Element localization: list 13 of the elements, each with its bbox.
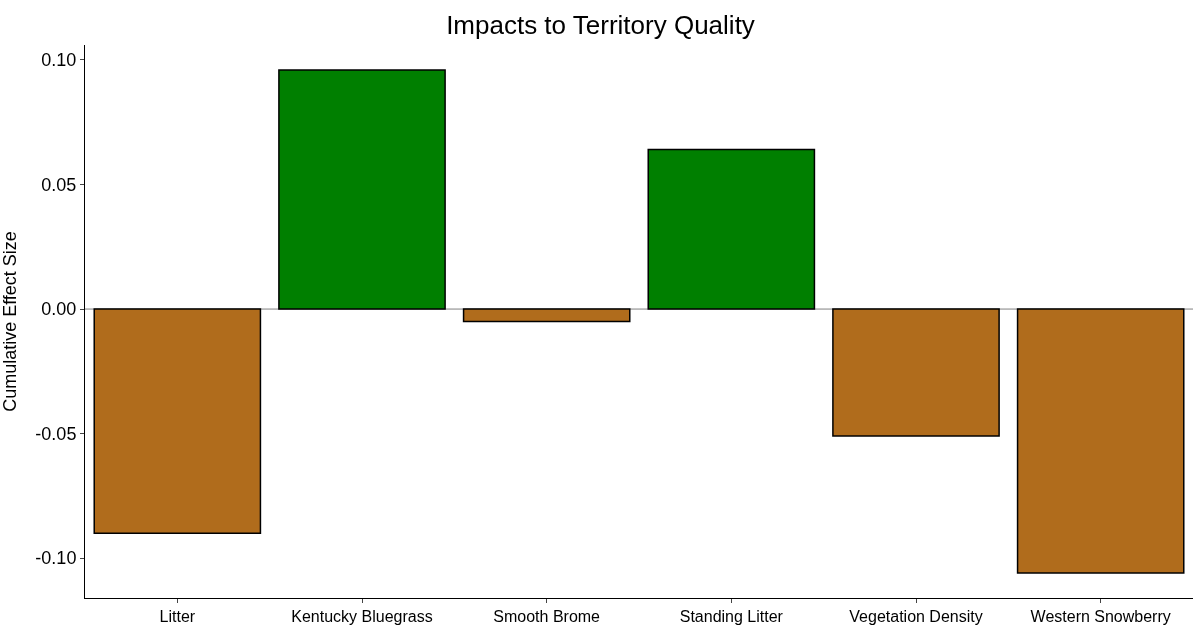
x-tick-label: Litter — [159, 608, 196, 626]
y-tick-label: -0.05 — [35, 423, 77, 444]
x-tick-label: Vegetation Density — [849, 608, 983, 626]
chart-title: Impacts to Territory Quality — [446, 10, 755, 41]
y-tick-label: 0.10 — [41, 50, 77, 71]
x-tick-label: Standing Litter — [679, 608, 784, 626]
x-tick-label: Western Snowberry — [1030, 608, 1171, 626]
x-tick-label: Kentucky Bluegrass — [291, 608, 433, 626]
y-axis-title: Cumulative Effect Size — [0, 231, 20, 412]
y-tick-label: 0.05 — [41, 174, 77, 195]
x-tick-label: Smooth Brome — [493, 608, 601, 626]
y-tick-label: 0.00 — [41, 299, 77, 320]
y-tick-label: -0.10 — [35, 548, 77, 569]
